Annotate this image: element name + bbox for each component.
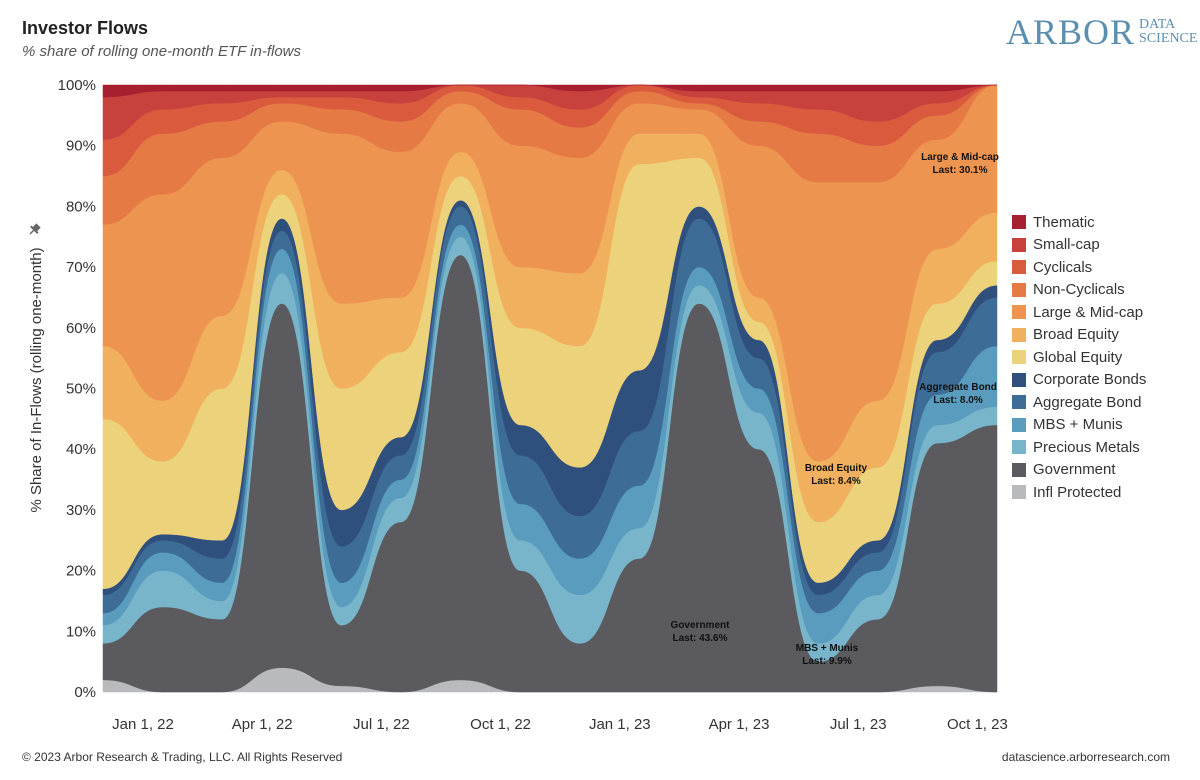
logo-subtext-top: DATA [1139, 17, 1176, 32]
website-link[interactable]: datascience.arborresearch.com [1001, 750, 1170, 764]
legend-swatch [1012, 237, 1026, 252]
x-tick-label: Oct 1, 22 [470, 716, 531, 733]
legend-swatch [1012, 462, 1026, 477]
annotation-label: MBS + Munis [796, 643, 859, 654]
legend-item[interactable]: Precious Metals [1012, 436, 1146, 459]
y-tick-label: 100% [58, 77, 96, 94]
legend-item[interactable]: Infl Protected [1012, 481, 1146, 504]
legend-label: Global Equity [1033, 348, 1123, 366]
x-tick-label: Apr 1, 23 [709, 716, 770, 733]
annotation-value: Last: 8.4% [811, 476, 861, 487]
legend-swatch [1012, 327, 1026, 342]
legend-label: Precious Metals [1033, 438, 1140, 456]
chart-annotations: Large & Mid-cap Last: 30.1% Aggregate Bond… [671, 152, 999, 667]
legend-swatch [1012, 305, 1026, 320]
chart-title: Investor Flows [22, 18, 149, 38]
legend-item[interactable]: Large & Mid-cap [1012, 301, 1146, 324]
legend-label: Cyclicals [1033, 258, 1093, 276]
annotation-value: Last: 9.9% [802, 656, 852, 667]
x-tick-label: Apr 1, 22 [232, 716, 293, 733]
legend-label: Thematic [1033, 213, 1095, 231]
y-tick-label: 10% [66, 623, 96, 640]
legend-label: Broad Equity [1033, 326, 1119, 344]
y-tick-label: 40% [66, 441, 96, 458]
legend-label: Large & Mid-cap [1033, 303, 1144, 321]
y-tick-label: 30% [66, 502, 96, 519]
legend-label: MBS + Munis [1033, 416, 1123, 434]
legend-item[interactable]: Cyclicals [1012, 256, 1146, 279]
annotation-value: Last: 30.1% [932, 165, 987, 176]
x-tick-label: Jan 1, 22 [112, 716, 174, 733]
legend-item[interactable]: Government [1012, 459, 1146, 482]
x-axis-ticks: Jan 1, 22 Apr 1, 22 Jul 1, 22 Oct 1, 22 Jan … [112, 716, 1008, 733]
chart-subtitle: % share of rolling one-month ETF in-flow… [22, 43, 302, 60]
x-tick-label: Jul 1, 22 [353, 716, 410, 733]
annotation-label: Aggregate Bond [919, 382, 997, 393]
legend-swatch [1012, 260, 1026, 275]
x-tick-label: Jan 1, 23 [589, 716, 651, 733]
legend-item[interactable]: Thematic [1012, 211, 1146, 234]
legend-swatch [1012, 350, 1026, 365]
logo-wordmark: ARBOR [1006, 12, 1136, 52]
area-thematic[interactable] [102, 84, 998, 98]
logo-subtext: DATA SCIENCE [1139, 18, 1197, 46]
copyright-text: © 2023 Arbor Research & Trading, LLC. Al… [22, 750, 343, 764]
x-tick-label: Oct 1, 23 [947, 716, 1008, 733]
legend-item[interactable]: Corporate Bonds [1012, 369, 1146, 392]
chart-areas [102, 84, 998, 693]
pin-icon[interactable] [27, 222, 43, 238]
legend-item[interactable]: Non-Cyclicals [1012, 279, 1146, 302]
arbor-logo: ARBOR DATA SCIENCE [1006, 12, 1197, 52]
legend-item[interactable]: MBS + Munis [1012, 414, 1146, 437]
annotation-label: Government [671, 620, 731, 631]
annotation-value: Last: 8.0% [933, 395, 983, 406]
legend-item[interactable]: Global Equity [1012, 346, 1146, 369]
x-tick-label: Jul 1, 23 [830, 716, 887, 733]
annotation-value: Last: 43.6% [672, 633, 727, 644]
annotation-label: Large & Mid-cap [921, 152, 999, 163]
legend-label: Government [1033, 461, 1116, 479]
legend-swatch [1012, 440, 1026, 455]
y-tick-label: 0% [74, 684, 96, 701]
legend-swatch [1012, 215, 1026, 230]
legend-swatch [1012, 485, 1026, 500]
y-tick-label: 50% [66, 381, 96, 398]
y-tick-label: 80% [66, 198, 96, 215]
y-tick-label: 20% [66, 563, 96, 580]
legend-swatch [1012, 417, 1026, 432]
y-tick-label: 90% [66, 138, 96, 155]
legend-swatch [1012, 395, 1026, 410]
y-axis-ticks: 0% 10% 20% 30% 40% 50% 60% 70% 80% 90% 100% [58, 77, 96, 701]
legend-item[interactable]: Broad Equity [1012, 324, 1146, 347]
legend-label: Corporate Bonds [1033, 371, 1147, 389]
legend-label: Non-Cyclicals [1033, 281, 1125, 299]
y-tick-label: 60% [66, 320, 96, 337]
legend-swatch [1012, 282, 1026, 297]
legend-swatch [1012, 372, 1026, 387]
legend-label: Small-cap [1033, 236, 1100, 254]
legend-item[interactable]: Aggregate Bond [1012, 391, 1146, 414]
y-axis-label: % Share of In-Flows (rolling one-month) [28, 247, 45, 512]
legend-label: Aggregate Bond [1033, 393, 1142, 411]
logo-subtext-bottom: SCIENCE [1139, 31, 1198, 46]
y-tick-label: 70% [66, 259, 96, 276]
legend-label: Infl Protected [1033, 483, 1122, 501]
chart-legend: Thematic Small-cap Cyclicals Non-Cyclicals L… [1012, 211, 1146, 504]
legend-item[interactable]: Small-cap [1012, 234, 1146, 257]
annotation-label: Broad Equity [805, 463, 868, 474]
